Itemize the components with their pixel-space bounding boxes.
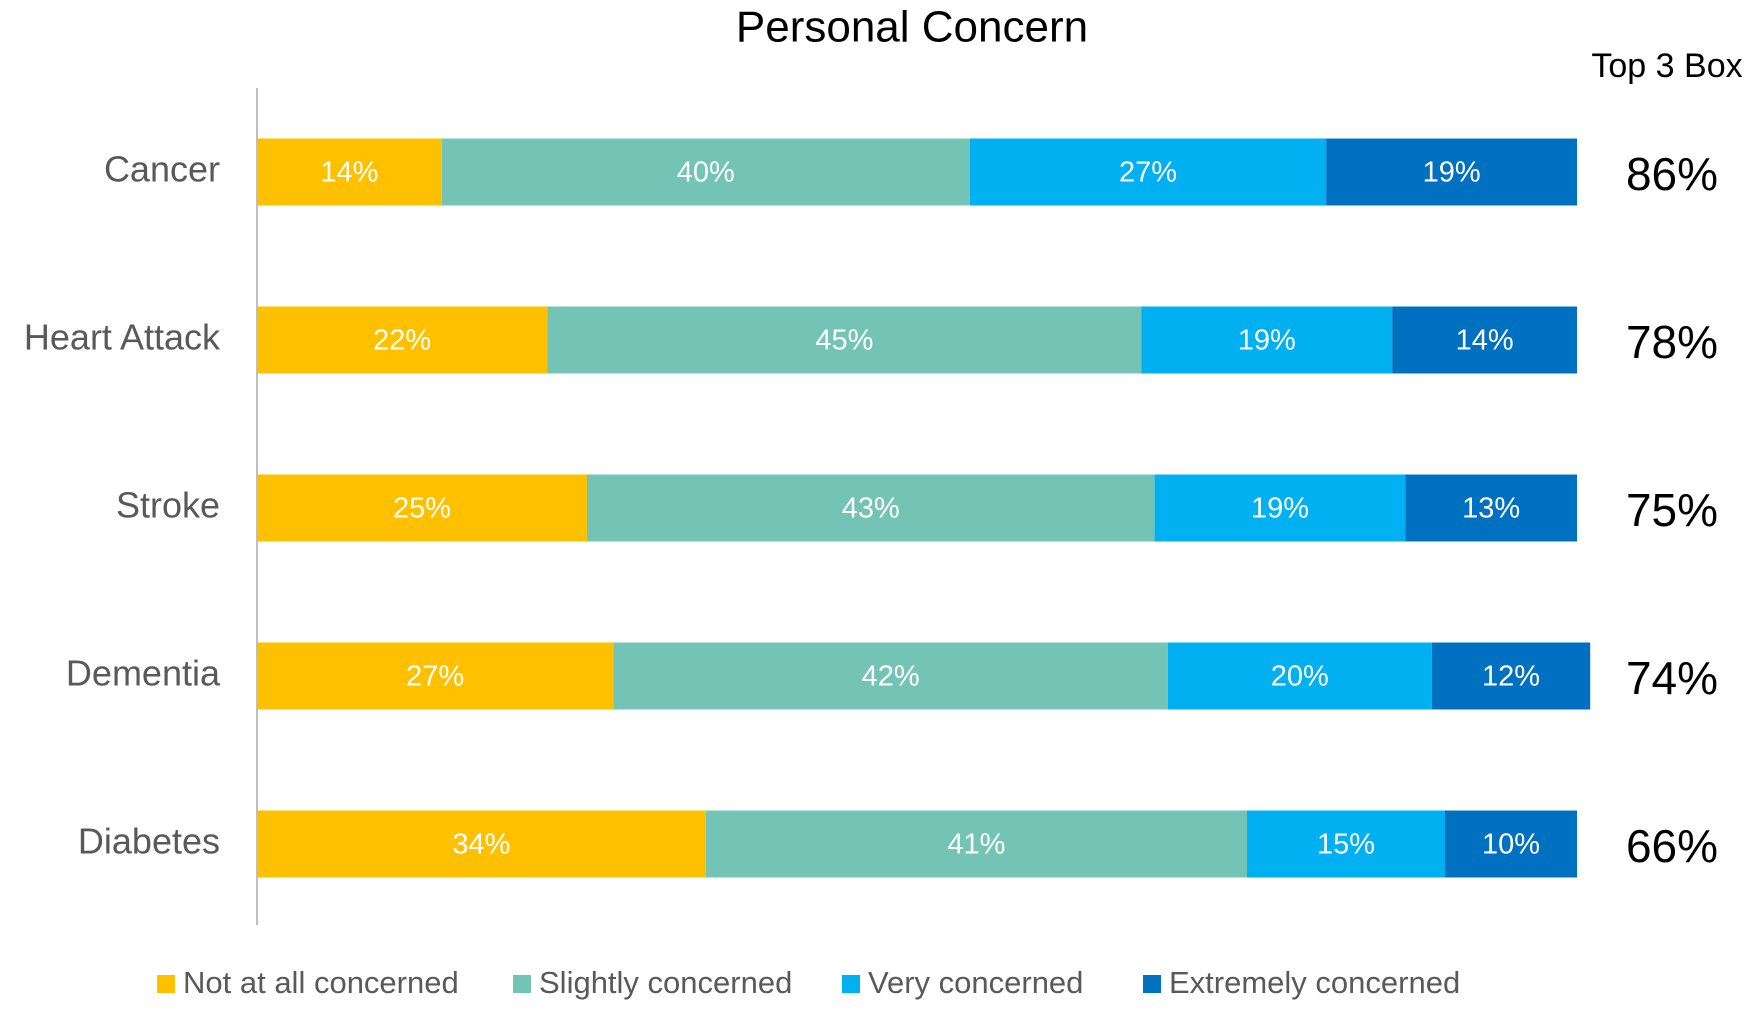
bar-segment bbox=[1392, 306, 1577, 374]
chart-title: Personal Concern bbox=[736, 3, 1088, 52]
data-label: 41% bbox=[947, 829, 1005, 861]
y-tick-label: Diabetes bbox=[78, 821, 220, 862]
top-box-value: 66% bbox=[1626, 820, 1718, 872]
data-label: 27% bbox=[406, 661, 464, 693]
data-label: 45% bbox=[815, 325, 873, 357]
top-box-header: Top 3 Box bbox=[1591, 47, 1742, 85]
data-label: 19% bbox=[1423, 157, 1481, 189]
bar-segment bbox=[1445, 810, 1577, 878]
data-label: 10% bbox=[1482, 829, 1540, 861]
data-label: 40% bbox=[677, 157, 735, 189]
y-tick-label: Cancer bbox=[104, 149, 220, 190]
data-label: 43% bbox=[842, 493, 900, 525]
legend-label: Very concerned bbox=[868, 965, 1083, 1000]
legend-swatch bbox=[513, 975, 531, 993]
data-label: 25% bbox=[393, 493, 451, 525]
bar-segment bbox=[1405, 474, 1577, 542]
legend-label: Not at all concerned bbox=[183, 965, 459, 1000]
bar-segment bbox=[257, 306, 548, 374]
legend-label: Extremely concerned bbox=[1169, 965, 1460, 1000]
bar-segment bbox=[257, 810, 706, 878]
bar-segment bbox=[257, 642, 614, 710]
data-label: 34% bbox=[452, 829, 510, 861]
bar-segment bbox=[257, 138, 442, 206]
bar-segment bbox=[547, 306, 1142, 374]
bar-segment bbox=[1141, 306, 1393, 374]
top-box-value: 75% bbox=[1626, 484, 1718, 536]
data-label: 12% bbox=[1482, 661, 1540, 693]
bar-segment bbox=[257, 474, 587, 542]
top-box-value: 78% bbox=[1626, 316, 1718, 368]
y-tick-label: Heart Attack bbox=[24, 317, 221, 358]
bar-segment bbox=[1326, 138, 1577, 206]
bar-segment bbox=[613, 642, 1168, 710]
data-label: 42% bbox=[862, 661, 920, 693]
bar-segment bbox=[1154, 474, 1406, 542]
top-box-value: 86% bbox=[1626, 148, 1718, 200]
data-label: 13% bbox=[1462, 493, 1520, 525]
data-label: 14% bbox=[320, 157, 378, 189]
legend-swatch bbox=[157, 975, 175, 993]
data-label: 20% bbox=[1271, 661, 1329, 693]
data-label: 22% bbox=[373, 325, 431, 357]
legend-swatch bbox=[842, 975, 860, 993]
bar-segment bbox=[705, 810, 1247, 878]
legend-swatch bbox=[1143, 975, 1161, 993]
data-label: 19% bbox=[1251, 493, 1309, 525]
bar-segment bbox=[1431, 642, 1591, 710]
legend-label: Slightly concerned bbox=[539, 965, 792, 1000]
bar-segment bbox=[441, 138, 970, 206]
data-label: 19% bbox=[1238, 325, 1296, 357]
top-box-value: 74% bbox=[1626, 652, 1718, 704]
bar-segment bbox=[1167, 642, 1432, 710]
data-label: 14% bbox=[1456, 325, 1514, 357]
y-tick-label: Stroke bbox=[116, 485, 220, 526]
data-label: 15% bbox=[1317, 829, 1375, 861]
bar-segment bbox=[587, 474, 1155, 542]
bar-segment bbox=[1247, 810, 1445, 878]
bar-segment bbox=[969, 138, 1327, 206]
data-label: 27% bbox=[1119, 157, 1177, 189]
y-tick-label: Dementia bbox=[66, 653, 221, 694]
